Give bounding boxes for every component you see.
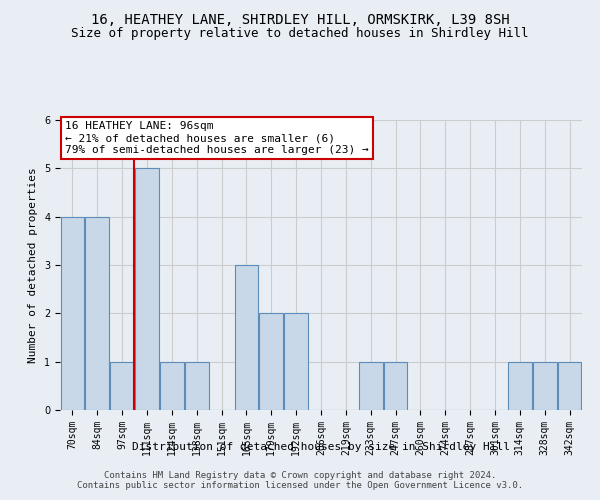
Bar [160, 362, 184, 410]
Bar [110, 362, 134, 410]
Y-axis label: Number of detached properties: Number of detached properties [28, 167, 38, 363]
Bar [284, 314, 308, 410]
Bar [61, 216, 84, 410]
Text: Size of property relative to detached houses in Shirdley Hill: Size of property relative to detached ho… [71, 28, 529, 40]
Text: Contains HM Land Registry data © Crown copyright and database right 2024.
Contai: Contains HM Land Registry data © Crown c… [77, 470, 523, 490]
Text: 16, HEATHEY LANE, SHIRDLEY HILL, ORMSKIRK, L39 8SH: 16, HEATHEY LANE, SHIRDLEY HILL, ORMSKIR… [91, 12, 509, 26]
Bar [185, 362, 209, 410]
Bar [359, 362, 383, 410]
Bar [135, 168, 159, 410]
Bar [85, 216, 109, 410]
Bar [508, 362, 532, 410]
Bar [558, 362, 581, 410]
Bar [384, 362, 407, 410]
Bar [533, 362, 557, 410]
Text: Distribution of detached houses by size in Shirdley Hill: Distribution of detached houses by size … [132, 442, 510, 452]
Bar [235, 265, 258, 410]
Text: 16 HEATHEY LANE: 96sqm
← 21% of detached houses are smaller (6)
79% of semi-deta: 16 HEATHEY LANE: 96sqm ← 21% of detached… [65, 122, 369, 154]
Bar [259, 314, 283, 410]
